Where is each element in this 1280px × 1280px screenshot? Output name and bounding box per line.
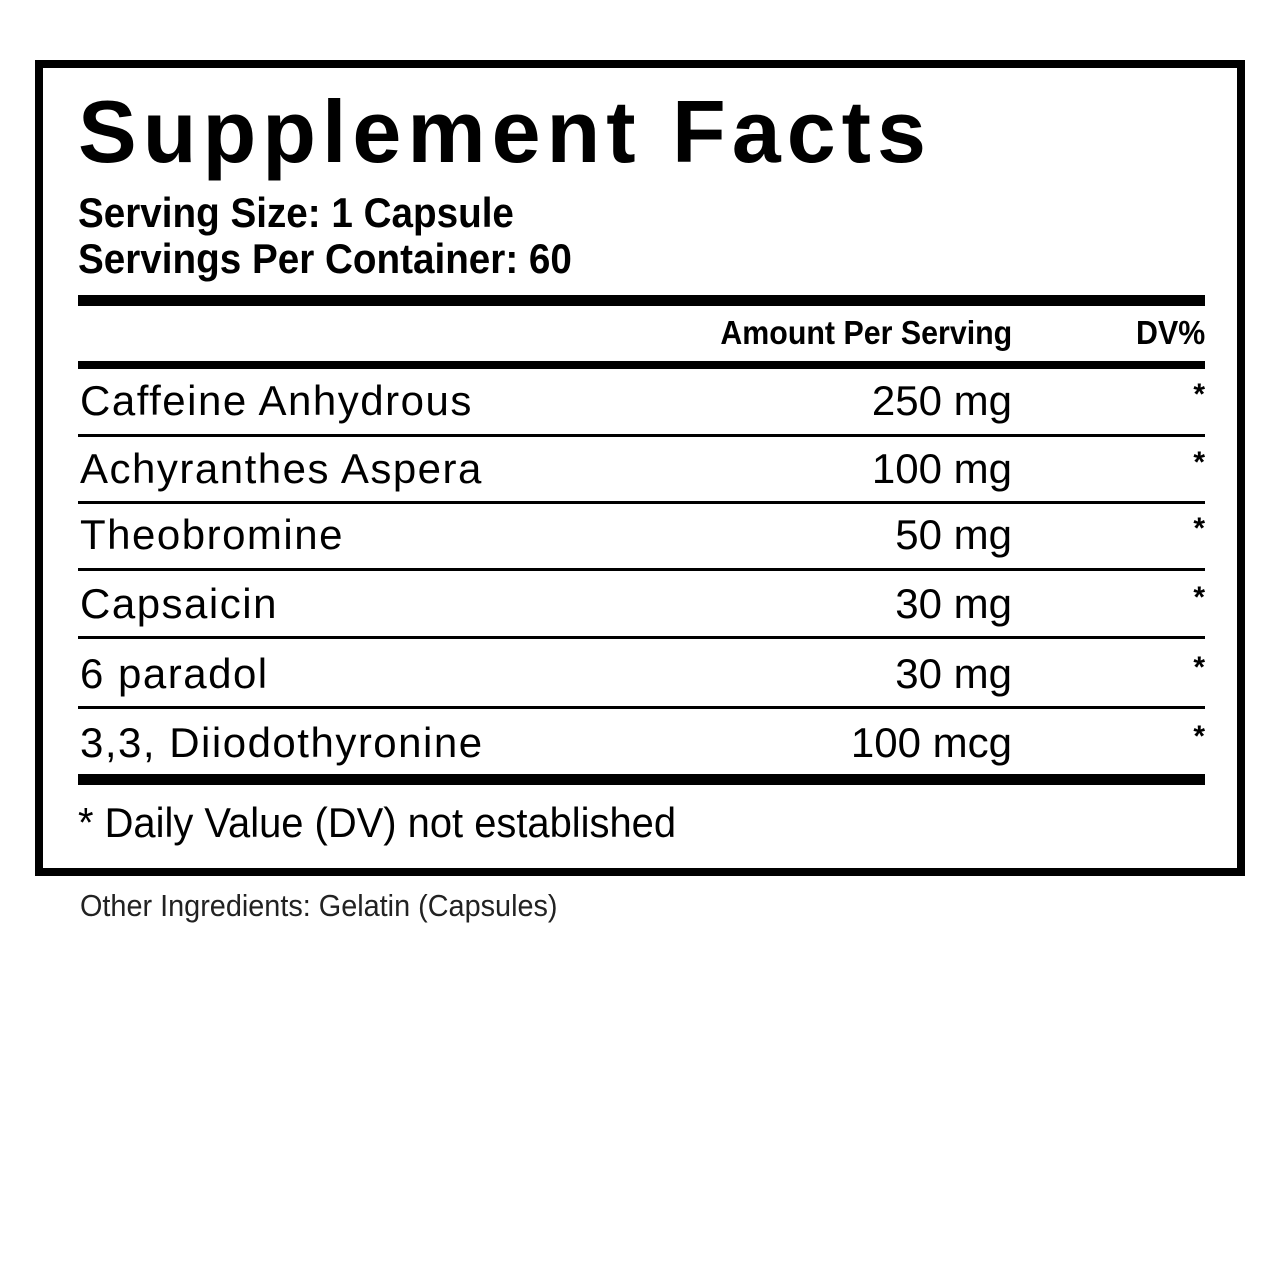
row-divider — [78, 568, 1205, 571]
ingredient-name: 6 paradol — [80, 650, 269, 697]
ingredient-dv: * — [1193, 651, 1205, 684]
ingredient-dv: * — [1193, 512, 1205, 545]
amount-header: Amount Per Serving — [720, 314, 1012, 351]
ingredient-amount: 250 mg — [871, 377, 1012, 424]
ingredient-name: 3,3, Diiodothyronine — [80, 719, 484, 766]
thick-divider — [78, 774, 1205, 785]
ingredient-name: Achyranthes Aspera — [80, 445, 483, 492]
ingredient-name: Theobromine — [80, 511, 344, 558]
row-divider — [78, 434, 1205, 437]
ingredient-dv: * — [1193, 446, 1205, 479]
ingredient-name: Capsaicin — [80, 580, 278, 627]
footnote: * Daily Value (DV) not established — [78, 799, 677, 846]
row-divider — [78, 501, 1205, 504]
ingredient-name: Caffeine Anhydrous — [80, 377, 473, 424]
other-ingredients: Other Ingredients: Gelatin (Capsules) — [80, 888, 558, 923]
servings-per-container: Servings Per Container: 60 — [78, 235, 572, 282]
panel-title: Supplement Facts — [78, 82, 932, 181]
dv-header: DV% — [1135, 314, 1205, 351]
thick-divider — [78, 295, 1205, 306]
ingredient-amount: 100 mcg — [850, 719, 1012, 766]
ingredient-amount: 30 mg — [895, 580, 1012, 627]
row-divider — [78, 706, 1205, 709]
row-divider — [78, 636, 1205, 639]
ingredient-amount: 30 mg — [895, 650, 1012, 697]
ingredient-dv: * — [1193, 378, 1205, 411]
serving-size: Serving Size: 1 Capsule — [78, 189, 514, 236]
header-divider — [78, 361, 1205, 369]
ingredient-amount: 50 mg — [895, 511, 1012, 558]
ingredient-amount: 100 mg — [871, 445, 1012, 492]
ingredient-dv: * — [1193, 581, 1205, 614]
supplement-facts-panel — [35, 60, 1245, 876]
ingredient-dv: * — [1193, 720, 1205, 753]
